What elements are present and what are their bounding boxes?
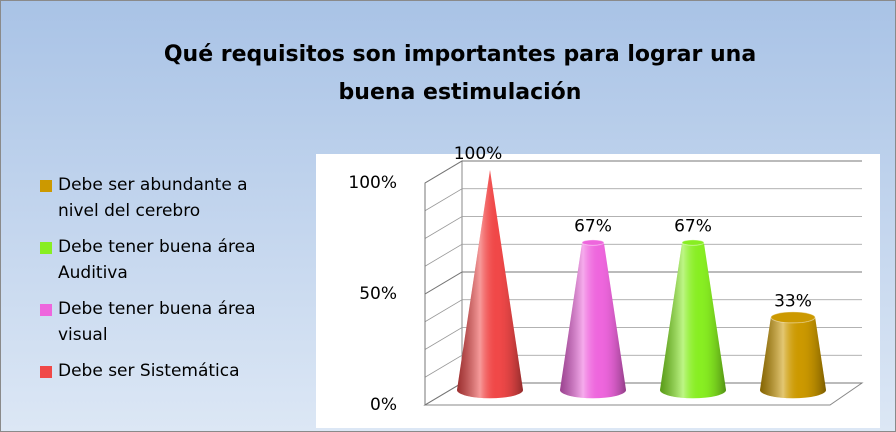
data-label: 67% [574,217,612,237]
cone-shade [660,242,726,399]
minor-grid-line [424,188,862,212]
minor-grid-line [424,354,862,378]
legend-label: Debe tener buena área visual [58,299,256,345]
cone-shade [560,242,626,399]
legend-entry: Debe tener buena área Auditiva [38,234,288,286]
legend-label: Debe tener buena área Auditiva [58,237,256,283]
minor-grid-line [424,299,862,323]
minor-grid-line [424,216,862,239]
legend-swatch [40,242,52,254]
legend-swatch [40,180,52,192]
legend: Debe ser abundante a nivel del cerebro De… [38,172,298,394]
data-label: 33% [774,291,812,311]
grid-line [424,271,862,295]
data-label: 100% [454,144,503,164]
cone-shade [760,317,826,399]
legend-label: Debe ser abundante a nivel del cerebro [58,175,248,221]
legend-label: Debe ser Sistemática [58,361,240,381]
minor-grid-line [424,243,862,267]
y-tick-label: 100% [348,173,397,193]
grid-line [424,160,862,184]
cone-top [770,311,816,324]
legend-entry: Debe tener buena área visual [38,296,288,348]
cone-shade [457,170,523,399]
chart-title: Qué requisitos son importantes para logr… [163,42,757,105]
legend-swatch [40,366,52,378]
cone-top [581,239,605,246]
y-tick-label: 50% [359,284,397,304]
legend-swatch [40,304,52,316]
legend-entry: Debe ser abundante a nivel del cerebro [38,172,288,224]
y-tick-label: 0% [370,395,397,415]
cone-top [681,239,705,246]
minor-grid-line [424,327,862,350]
data-label: 67% [674,217,712,237]
legend-entry: Debe ser Sistemática [38,358,288,384]
